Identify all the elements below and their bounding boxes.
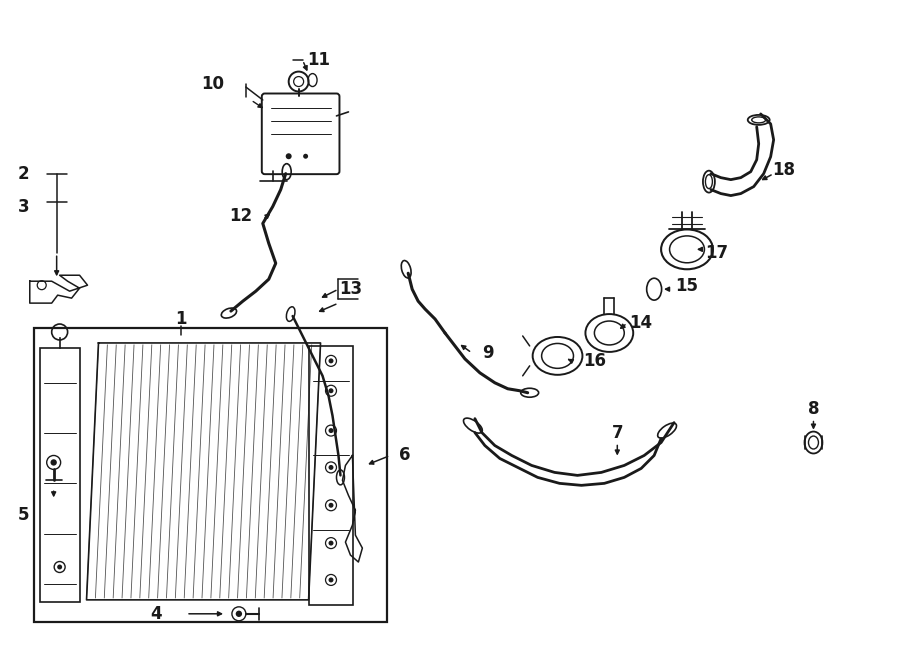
Text: 1: 1 <box>176 310 187 328</box>
Text: 14: 14 <box>630 314 652 332</box>
Circle shape <box>285 153 292 159</box>
Text: 16: 16 <box>583 352 606 370</box>
Text: 3: 3 <box>18 198 30 215</box>
Circle shape <box>328 465 334 470</box>
Text: 4: 4 <box>150 605 162 623</box>
Circle shape <box>236 611 242 617</box>
Bar <box>309 346 354 605</box>
Circle shape <box>58 564 62 570</box>
Bar <box>40 348 79 602</box>
Circle shape <box>328 578 334 582</box>
Circle shape <box>328 503 334 508</box>
Circle shape <box>328 428 334 433</box>
Circle shape <box>303 154 308 159</box>
Text: 17: 17 <box>706 245 728 262</box>
Text: 8: 8 <box>807 400 819 418</box>
Text: 12: 12 <box>230 208 252 225</box>
Circle shape <box>328 541 334 545</box>
Bar <box>34 328 387 622</box>
Text: 18: 18 <box>772 161 795 178</box>
Text: 9: 9 <box>482 344 494 362</box>
Text: 2: 2 <box>18 165 30 182</box>
Text: 15: 15 <box>676 277 698 295</box>
Circle shape <box>50 459 57 465</box>
Text: 5: 5 <box>18 506 30 524</box>
Text: 13: 13 <box>339 280 362 298</box>
Text: 11: 11 <box>307 51 330 69</box>
Text: 7: 7 <box>611 424 623 442</box>
Circle shape <box>328 388 334 393</box>
Circle shape <box>328 358 334 364</box>
Text: 10: 10 <box>202 75 224 93</box>
Text: 6: 6 <box>400 446 411 465</box>
